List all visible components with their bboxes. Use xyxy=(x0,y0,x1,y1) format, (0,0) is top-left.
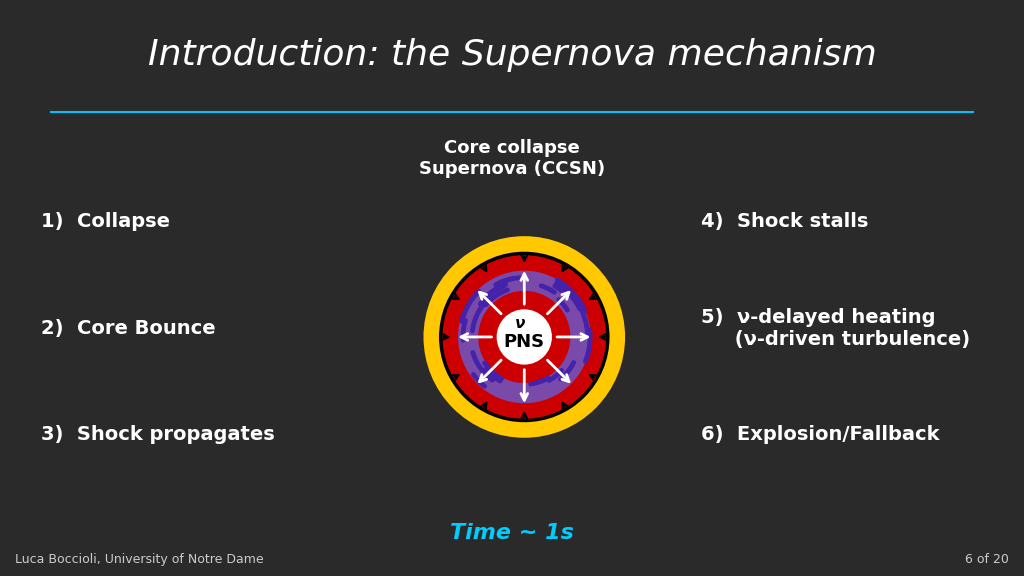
Text: 1)  Collapse: 1) Collapse xyxy=(41,213,170,231)
Text: PNS: PNS xyxy=(504,332,545,351)
Text: Core collapse
Supernova (CCSN): Core collapse Supernova (CCSN) xyxy=(419,139,605,178)
Ellipse shape xyxy=(497,309,552,365)
Text: 6 of 20: 6 of 20 xyxy=(965,552,1009,566)
Text: 3)  Shock propagates: 3) Shock propagates xyxy=(41,426,274,444)
Text: Introduction: the Supernova mechanism: Introduction: the Supernova mechanism xyxy=(147,37,877,72)
Text: 6)  Explosion/Fallback: 6) Explosion/Fallback xyxy=(701,426,940,444)
Text: 4)  Shock stalls: 4) Shock stalls xyxy=(701,213,868,231)
Text: 2)  Core Bounce: 2) Core Bounce xyxy=(41,319,216,338)
Ellipse shape xyxy=(478,291,570,383)
Ellipse shape xyxy=(440,253,608,420)
Ellipse shape xyxy=(458,271,591,403)
Text: 5)  ν-delayed heating
     (ν-driven turbulence): 5) ν-delayed heating (ν-driven turbulenc… xyxy=(701,308,971,349)
Text: Luca Boccioli, University of Notre Dame: Luca Boccioli, University of Notre Dame xyxy=(15,552,264,566)
Text: ν: ν xyxy=(515,316,525,331)
Text: Time ~ 1s: Time ~ 1s xyxy=(451,523,573,543)
Ellipse shape xyxy=(424,236,625,438)
